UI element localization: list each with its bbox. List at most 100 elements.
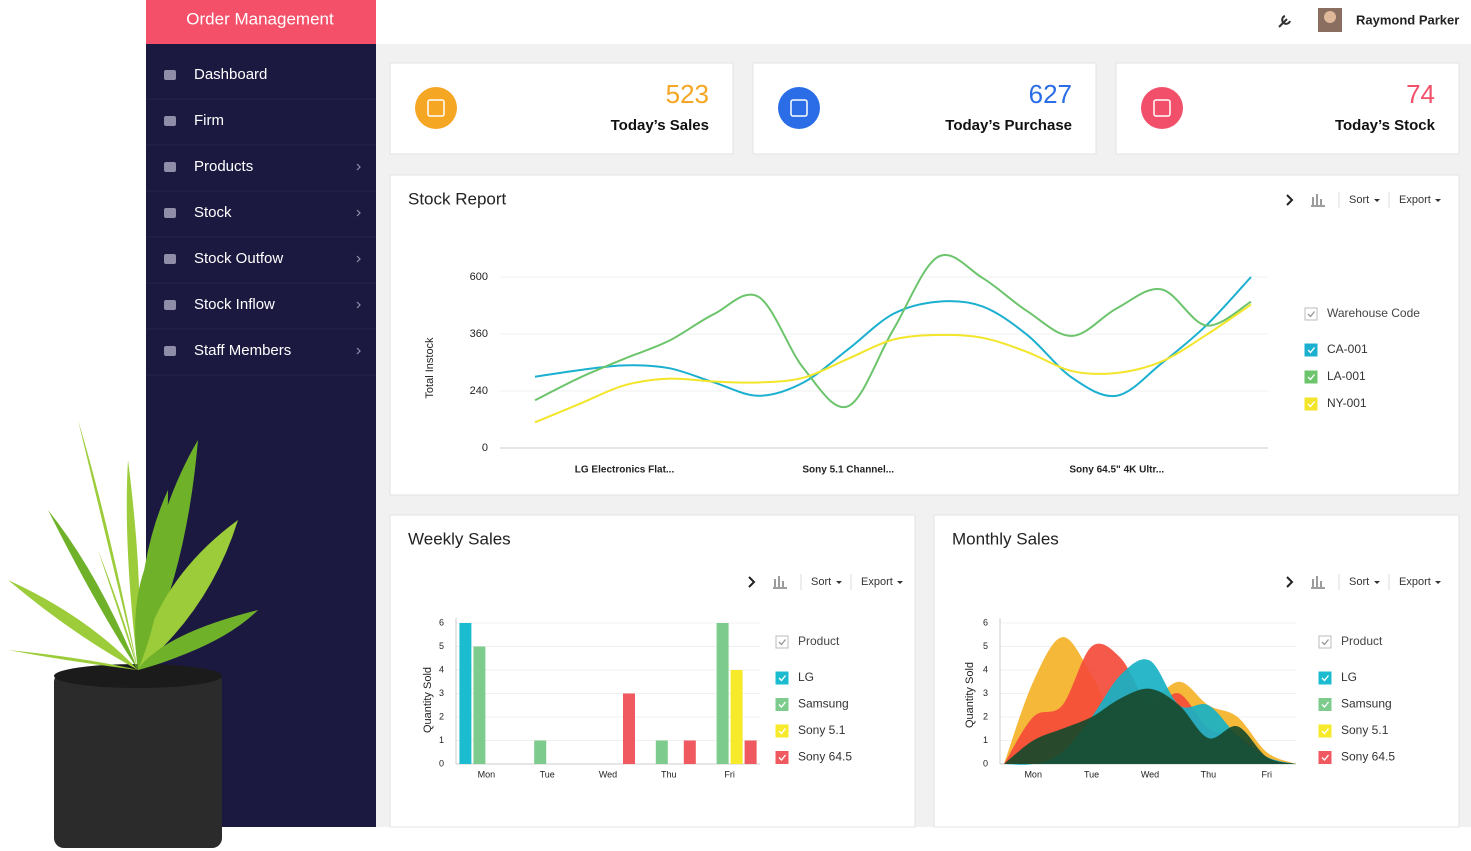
y-tick-label: 5	[983, 641, 988, 651]
menu-chevron	[356, 347, 361, 355]
sort-button[interactable]: Sort	[1349, 194, 1369, 206]
check-mark	[1307, 311, 1316, 318]
y-tick-label: 6	[439, 617, 444, 627]
y-tick-label: 2	[983, 711, 988, 721]
legend-checkbox[interactable]	[775, 751, 789, 764]
stat-label: Today’s Purchase	[945, 117, 1072, 134]
legend-label[interactable]: NY-001	[1327, 396, 1367, 410]
plant-pot-rim	[54, 664, 222, 688]
x-tick-label: LG Electronics Flat...	[575, 465, 675, 476]
check-mark	[1321, 728, 1330, 735]
legend-label[interactable]: Sony 5.1	[798, 723, 846, 737]
x-tick-label: Wed	[1141, 769, 1159, 779]
menu-chevron	[356, 301, 361, 309]
legend-label[interactable]: LG	[798, 670, 814, 684]
legend-label[interactable]: Sony 5.1	[1341, 723, 1389, 737]
top-bar	[376, 0, 1471, 44]
menu-item[interactable]: Firm	[194, 112, 224, 129]
bar	[473, 646, 486, 764]
expand-button[interactable]	[748, 576, 756, 588]
stat-icon-glyph	[1153, 99, 1171, 117]
y-tick-label: 6	[983, 617, 988, 627]
x-tick-label: Tue	[1084, 769, 1099, 779]
menu-item[interactable]: Products	[194, 158, 253, 175]
sort-button[interactable]: Sort	[1349, 576, 1369, 588]
x-tick-label: Mon	[478, 769, 496, 779]
legend-label[interactable]: CA-001	[1327, 342, 1368, 356]
y-tick-label: 2	[439, 711, 444, 721]
menu-item[interactable]: Stock	[194, 204, 232, 221]
plant-leaf	[138, 630, 218, 670]
menu-item[interactable]: Stock Outfow	[194, 250, 283, 267]
chart-panel	[933, 514, 1460, 828]
chart-type-button[interactable]	[1311, 576, 1325, 589]
expand-button[interactable]	[1286, 194, 1294, 206]
legend-title: Product	[798, 634, 840, 648]
x-tick-label: Mon	[1024, 769, 1042, 779]
export-button[interactable]: Export	[861, 576, 893, 588]
chart-title: Weekly Sales	[408, 529, 511, 548]
stat-value: 523	[666, 79, 709, 109]
menu-item[interactable]: Staff Members	[194, 342, 291, 359]
legend-checkbox[interactable]	[775, 671, 789, 685]
y-tick-label: 4	[439, 664, 444, 674]
chart-type-button[interactable]	[1311, 194, 1325, 207]
plant-leaf	[8, 650, 138, 670]
chart-title: Monthly Sales	[952, 529, 1059, 548]
legend-checkbox[interactable]	[1318, 751, 1332, 764]
expand-button[interactable]	[1286, 576, 1294, 588]
legend-checkbox[interactable]	[1318, 698, 1332, 711]
x-tick-label: Fri	[724, 769, 735, 779]
legend-label[interactable]: Samsung	[1341, 697, 1392, 711]
legend-label[interactable]: LA-001	[1327, 369, 1366, 383]
menu-icon	[164, 346, 176, 356]
export-button[interactable]: Export	[1399, 194, 1431, 206]
legend-checkbox[interactable]	[1304, 397, 1318, 411]
y-tick-label: 240	[470, 385, 488, 397]
bar	[730, 670, 743, 764]
legend-checkbox[interactable]	[1318, 635, 1332, 649]
plant-pot	[54, 672, 222, 848]
menu-item[interactable]: Stock Inflow	[194, 296, 275, 313]
legend-checkbox[interactable]	[1318, 671, 1332, 685]
menu-chevron	[356, 163, 361, 171]
sort-button[interactable]: Sort	[811, 576, 831, 588]
legend-checkbox[interactable]	[775, 635, 789, 649]
chart-type-button[interactable]	[773, 576, 787, 589]
export-button[interactable]: Export	[1399, 576, 1431, 588]
legend-checkbox[interactable]	[775, 724, 789, 738]
menu-item[interactable]: Dashboard	[194, 66, 267, 83]
y-tick-label: 3	[983, 688, 988, 698]
check-mark	[778, 754, 787, 762]
user-name[interactable]: Raymond Parker	[1356, 12, 1459, 27]
legend-checkbox[interactable]	[1304, 307, 1318, 321]
legend-title: Product	[1341, 634, 1383, 648]
y-tick-label: 0	[983, 758, 988, 768]
stat-icon	[778, 87, 820, 129]
y-tick-label: 5	[439, 641, 444, 651]
x-tick-label: Thu	[1201, 769, 1217, 779]
legend-checkbox[interactable]	[775, 698, 789, 711]
legend-label[interactable]: Sony 64.5	[1341, 750, 1395, 764]
plant-leaf	[98, 550, 138, 670]
settings-icon[interactable]	[1278, 15, 1291, 28]
line-series	[534, 254, 1252, 409]
y-tick-label: 1	[983, 735, 988, 745]
legend-label[interactable]: Samsung	[798, 697, 849, 711]
check-mark	[778, 675, 787, 682]
legend-label[interactable]: Sony 64.5	[798, 750, 852, 764]
legend-checkbox[interactable]	[1318, 724, 1332, 738]
y-tick-label: 3	[439, 688, 444, 698]
sort-caret	[1374, 199, 1380, 202]
check-mark	[1307, 374, 1316, 381]
x-tick-label: Sony 64.5" 4K Ultr...	[1069, 465, 1164, 476]
check-mark	[1321, 701, 1330, 709]
check-mark	[1321, 639, 1330, 646]
sort-caret	[1374, 581, 1380, 584]
stat-value: 627	[1029, 79, 1072, 109]
legend-checkbox[interactable]	[1304, 370, 1318, 384]
legend-label[interactable]: LG	[1341, 670, 1357, 684]
export-caret	[1435, 581, 1441, 584]
legend-checkbox[interactable]	[1304, 343, 1318, 357]
